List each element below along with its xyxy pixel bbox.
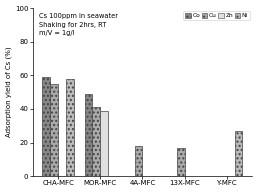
Legend: Co, Cu, Zn, Ni: Co, Cu, Zn, Ni	[183, 11, 249, 20]
Bar	[50, 84, 58, 176]
Bar	[66, 79, 74, 176]
Bar	[135, 146, 142, 176]
Bar	[235, 131, 243, 176]
Bar	[43, 77, 50, 176]
Bar	[85, 94, 92, 176]
Bar	[177, 148, 185, 176]
Bar	[92, 107, 100, 176]
Bar	[100, 111, 108, 176]
Text: Cs 100ppm in seawater
Shaking for 2hrs, RT
m/V = 1g/l: Cs 100ppm in seawater Shaking for 2hrs, …	[39, 13, 118, 36]
Y-axis label: Adsorption yield of Cs (%): Adsorption yield of Cs (%)	[6, 47, 12, 137]
